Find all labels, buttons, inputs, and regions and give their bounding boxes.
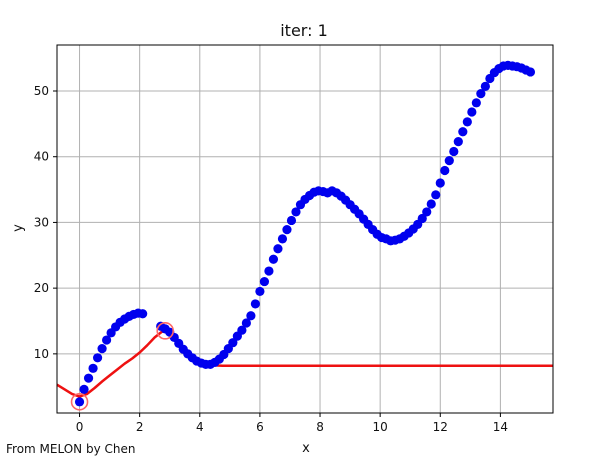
data-point <box>259 276 270 287</box>
x-tick-label: 14 <box>493 420 508 434</box>
data-point <box>467 107 477 117</box>
data-point <box>83 373 94 383</box>
highlight-ring <box>70 393 89 411</box>
x-tick-label: 10 <box>373 420 388 434</box>
data-point <box>268 254 279 264</box>
x-tick-label: 4 <box>196 420 204 434</box>
x-tick-label: 12 <box>433 420 448 434</box>
data-point <box>92 353 103 363</box>
observed-points <box>74 60 536 407</box>
data-point <box>102 335 112 345</box>
x-tick-label: 2 <box>136 420 144 434</box>
axis-ticks: 0 2 4 6 8 10 12 14 10 20 30 40 50 <box>34 84 508 434</box>
data-point <box>273 244 283 254</box>
data-point <box>250 299 260 309</box>
data-point <box>88 363 98 373</box>
data-point <box>264 266 274 276</box>
highlighted-points <box>70 322 175 411</box>
x-tick-label: 0 <box>76 420 84 434</box>
data-point <box>471 98 481 108</box>
data-point <box>525 67 536 77</box>
x-tick-label: 8 <box>316 420 324 434</box>
data-point <box>440 165 450 176</box>
y-tick-label: 40 <box>34 150 49 164</box>
data-point <box>228 338 238 348</box>
data-point <box>458 127 468 137</box>
y-axis-label: y <box>11 224 26 232</box>
data-point <box>286 215 297 226</box>
axes-frame <box>56 44 554 414</box>
data-point <box>480 81 490 91</box>
y-tick-label: 30 <box>34 215 49 229</box>
data-point <box>462 117 472 127</box>
x-tick-label: 6 <box>256 420 264 434</box>
source-caption: From MELON by Chen <box>6 442 136 456</box>
y-tick-label: 50 <box>34 84 49 98</box>
data-point <box>435 178 445 188</box>
grid <box>57 45 553 413</box>
y-tick-label: 10 <box>34 347 49 361</box>
data-point <box>277 234 288 244</box>
data-point <box>426 199 436 209</box>
data-point <box>444 156 454 166</box>
data-point <box>237 325 247 335</box>
highlight-ring <box>156 322 175 340</box>
data-point <box>453 137 463 147</box>
data-point <box>241 318 251 328</box>
data-point <box>449 146 459 157</box>
data-point <box>97 344 107 354</box>
data-point <box>431 190 441 200</box>
data-point <box>79 384 89 394</box>
data-point <box>255 286 265 297</box>
data-point <box>138 309 148 319</box>
surrogate-line <box>56 330 553 398</box>
data-point <box>476 89 486 99</box>
data-point <box>291 207 301 217</box>
surrogate-curve <box>56 330 553 398</box>
data-point <box>74 397 85 407</box>
data-point <box>282 225 292 235</box>
chart-title: iter: 1 <box>280 21 328 40</box>
data-point <box>246 311 256 321</box>
y-tick-label: 20 <box>34 281 49 295</box>
data-point <box>422 207 432 217</box>
x-axis-label: x <box>302 441 310 456</box>
data-point <box>417 213 427 224</box>
